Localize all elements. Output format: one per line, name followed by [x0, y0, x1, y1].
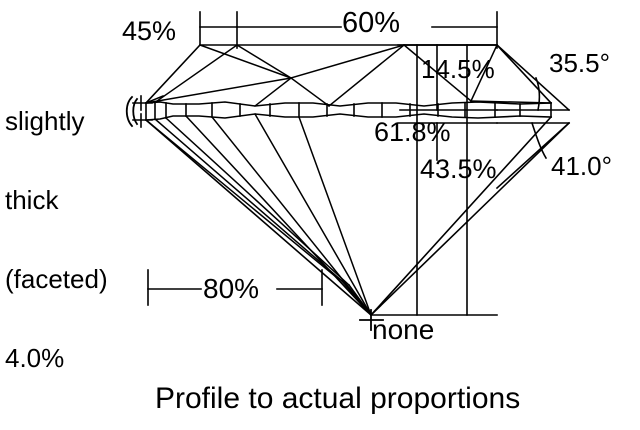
girdle-thickness-bracket: [125, 95, 139, 128]
lower-girdle-dimension: [147, 269, 323, 306]
girdle-crosshair-markers: [132, 95, 153, 128]
pavilion-angle-indicator: [369, 121, 571, 317]
pavilion-angle-label: 41.0°: [551, 151, 613, 181]
culet-label: none: [372, 314, 435, 345]
crown-angle-label: 35.5°: [549, 48, 611, 78]
crown-angle-indicator: [495, 43, 571, 112]
pavilion-facets: [144, 112, 373, 317]
girdle-thickness-line-1: slightly: [5, 106, 85, 136]
crown-outline: [144, 43, 553, 105]
pavilion-depth-label: 43.5%: [420, 154, 497, 184]
total-depth-label: 61.8%: [374, 117, 451, 147]
girdle-thickness-label: slightly thick (faceted) 4.0%: [5, 56, 108, 424]
girdle-band: [145, 101, 552, 121]
figure-caption: Profile to actual proportions: [155, 382, 521, 415]
girdle-thickness-line-4: 4.0%: [5, 343, 65, 374]
star-length-label: 45%: [122, 16, 177, 46]
crown-height-label: 14.5%: [421, 54, 495, 84]
pavilion-outline: [144, 115, 553, 317]
culet-crosshair-marker: [359, 309, 384, 331]
girdle-thickness-line-3: (faceted): [5, 264, 108, 295]
lower-girdle-label: 80%: [203, 273, 260, 304]
table-percent-label: 60%: [342, 7, 401, 39]
girdle-thickness-line-2: thick: [5, 185, 59, 216]
top-dimension-lines: [199, 11, 498, 49]
